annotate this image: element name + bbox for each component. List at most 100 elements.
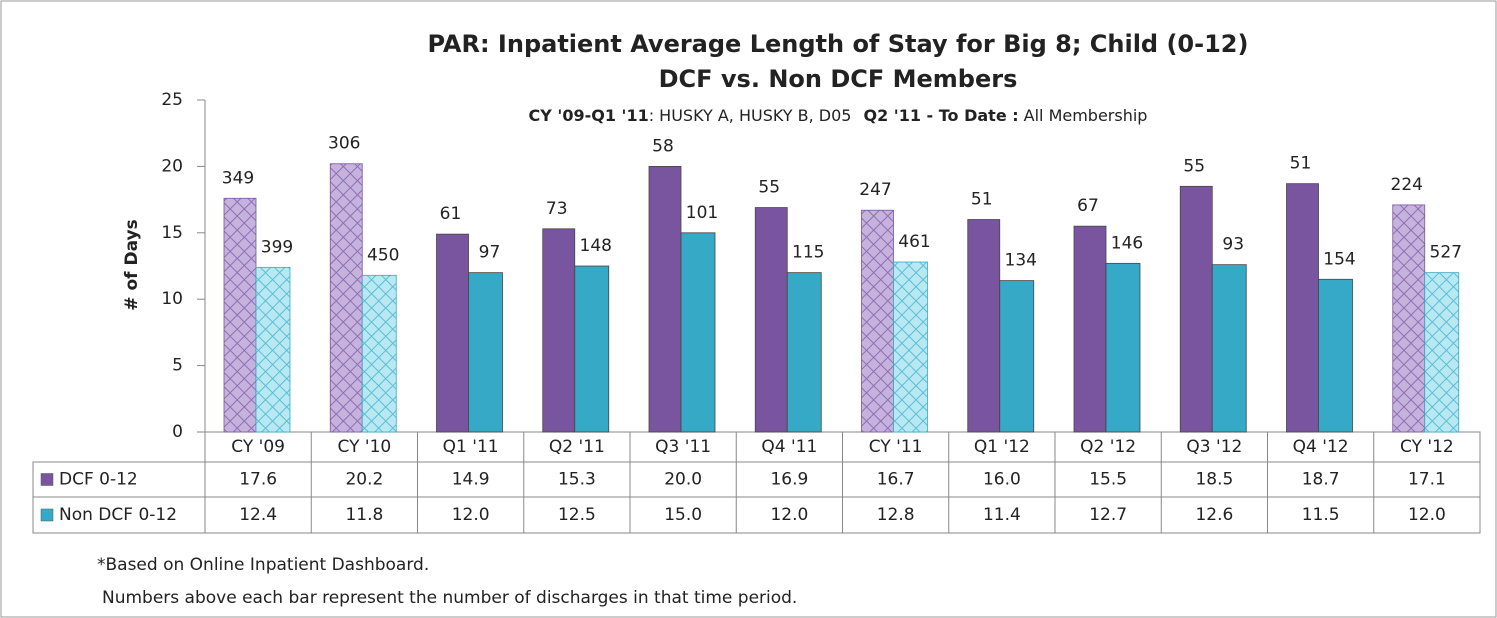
chart-title: PAR: Inpatient Average Length of Stay fo…: [428, 30, 1249, 58]
bar: [436, 233, 469, 433]
table-value: 11.8: [345, 505, 383, 525]
y-tick-label: 15: [161, 223, 183, 243]
table-value: 15.3: [558, 470, 596, 490]
discharge-label: 93: [1222, 235, 1244, 255]
x-tick-label: Q1 '11: [443, 437, 499, 457]
bar: [574, 265, 610, 433]
y-tick-label: 20: [161, 156, 183, 176]
bar: [1073, 225, 1107, 433]
discharge-label: 527: [1430, 243, 1462, 263]
discharge-label: 306: [328, 134, 360, 154]
bar: [468, 272, 503, 433]
subtitle-part: CY '09-Q1 '11: [529, 106, 649, 125]
x-tick-label: Q3 '12: [1186, 437, 1242, 457]
table-value: 14.9: [452, 470, 490, 490]
bar: [223, 197, 257, 433]
subtitle-part: : HUSKY A, HUSKY B, D05: [649, 106, 852, 125]
discharge-label: 154: [1323, 249, 1355, 269]
x-tick-label: Q2 '12: [1080, 437, 1136, 457]
discharge-label: 115: [792, 243, 824, 263]
discharge-label: 146: [1111, 233, 1143, 253]
bar: [1179, 185, 1213, 433]
discharge-label: 461: [898, 232, 930, 252]
legend-label: DCF 0-12: [59, 470, 138, 490]
chart-title-line2: DCF vs. Non DCF Members: [659, 65, 1018, 93]
x-tick-label: Q1 '12: [974, 437, 1030, 457]
discharge-label: 247: [859, 180, 891, 200]
table-value: 12.5: [558, 505, 596, 525]
bar: [861, 209, 894, 433]
x-tick-label: Q2 '11: [549, 437, 605, 457]
x-tick-label: Q4 '12: [1293, 437, 1349, 457]
table-value: 12.7: [1089, 505, 1127, 525]
table-value: 16.0: [983, 470, 1021, 490]
table-value: 12.8: [877, 505, 915, 525]
x-tick-label: CY '10: [338, 437, 392, 457]
subtitle-part: All Membership: [1024, 106, 1148, 125]
table-value: 12.6: [1195, 505, 1233, 525]
discharge-label: 450: [367, 245, 399, 265]
table-value: 20.0: [664, 470, 702, 490]
bar: [329, 163, 363, 433]
discharge-label: 399: [261, 237, 293, 257]
table-value: 17.1: [1408, 470, 1446, 490]
discharge-label: 73: [546, 199, 568, 219]
x-tick-label: Q4 '11: [761, 437, 817, 457]
legend-label: Non DCF 0-12: [59, 505, 177, 525]
bar: [1318, 278, 1353, 433]
discharge-label: 55: [758, 178, 780, 198]
bar: [1105, 262, 1141, 433]
bar: [361, 274, 397, 433]
bar: [999, 280, 1035, 433]
note: Numbers above each bar represent the num…: [102, 588, 797, 608]
bar: [1392, 204, 1426, 433]
y-tick-label: 0: [172, 422, 183, 442]
table-value: 12.4: [239, 505, 277, 525]
discharge-label: 55: [1183, 156, 1205, 176]
discharge-label: 148: [580, 236, 612, 256]
discharge-label: 224: [1391, 175, 1423, 195]
discharge-label: 67: [1077, 196, 1099, 216]
bar: [648, 165, 682, 433]
bar: [542, 228, 576, 433]
table-value: 16.7: [877, 470, 915, 490]
bar: [1424, 272, 1460, 433]
note: *Based on Online Inpatient Dashboard.: [97, 555, 429, 575]
y-tick-label: 25: [161, 90, 183, 110]
table-value: 15.0: [664, 505, 702, 525]
table-value: 15.5: [1089, 470, 1127, 490]
discharge-label: 134: [1005, 251, 1037, 271]
bar: [967, 219, 1001, 433]
table-value: 16.9: [770, 470, 808, 490]
y-tick-label: 5: [172, 356, 183, 376]
legend-key: [40, 508, 54, 522]
discharge-label: 349: [222, 168, 254, 188]
table-value: 12.0: [452, 505, 490, 525]
bar: [255, 266, 291, 433]
table-value: 11.4: [983, 505, 1021, 525]
subtitle-part: Q2 '11 - To Date :: [863, 106, 1018, 125]
x-tick-label: CY '11: [869, 437, 923, 457]
x-tick-label: Q3 '11: [655, 437, 711, 457]
bar: [680, 232, 716, 433]
bar: [1211, 264, 1247, 433]
discharge-label: 51: [1290, 154, 1312, 174]
table-value: 20.2: [345, 470, 383, 490]
x-tick-label: CY '09: [231, 437, 285, 457]
legend-key: [40, 473, 54, 486]
table-value: 18.7: [1302, 470, 1340, 490]
discharge-label: 58: [652, 136, 674, 156]
subtitle: CY '09-Q1 '11: HUSKY A, HUSKY B, D05 Q2 '…: [529, 106, 1148, 125]
table-value: 11.5: [1302, 505, 1340, 525]
table-value: 18.5: [1195, 470, 1233, 490]
table-value: 17.6: [239, 470, 277, 490]
y-tick-label: 10: [161, 289, 183, 309]
discharge-label: 51: [971, 190, 993, 210]
bar: [786, 272, 822, 433]
discharge-label: 61: [440, 204, 462, 224]
x-tick-label: CY '12: [1400, 437, 1454, 457]
table-value: 12.0: [1408, 505, 1446, 525]
bar: [754, 207, 788, 433]
bar: [893, 261, 928, 433]
